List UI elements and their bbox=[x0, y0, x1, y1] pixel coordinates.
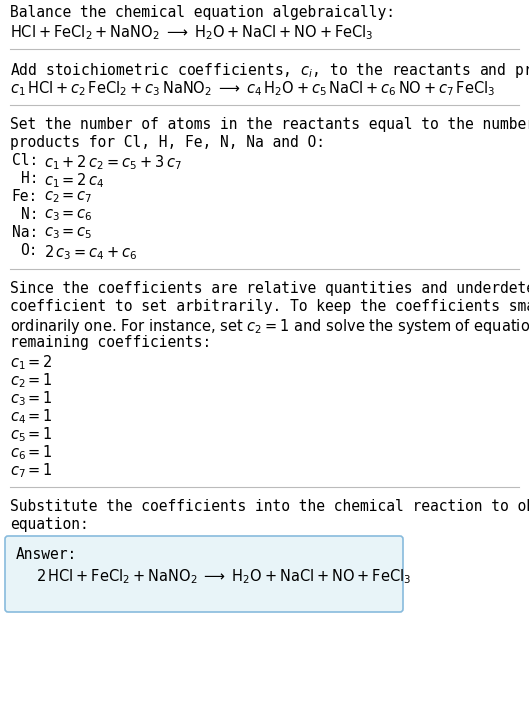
Text: coefficient to set arbitrarily. To keep the coefficients small, the arbitrary va: coefficient to set arbitrarily. To keep … bbox=[10, 299, 529, 314]
Text: Substitute the coefficients into the chemical reaction to obtain the balanced: Substitute the coefficients into the che… bbox=[10, 499, 529, 514]
Text: $\mathrm{HCl + FeCl_2 + NaNO_2 \;\longrightarrow\; H_2O + NaCl + NO + FeCl_3}$: $\mathrm{HCl + FeCl_2 + NaNO_2 \;\longri… bbox=[10, 23, 373, 41]
Text: $\mathrm{2\,HCl + FeCl_2 + NaNO_2 \;\longrightarrow\; H_2O + NaCl + NO + FeCl_3}: $\mathrm{2\,HCl + FeCl_2 + NaNO_2 \;\lon… bbox=[36, 567, 412, 586]
Text: $c_7 = 1$: $c_7 = 1$ bbox=[10, 461, 53, 480]
Text: N:: N: bbox=[21, 207, 38, 222]
Text: $c_1 = 2\,c_4$: $c_1 = 2\,c_4$ bbox=[44, 171, 105, 190]
Text: Fe:: Fe: bbox=[12, 189, 38, 204]
Text: Since the coefficients are relative quantities and underdetermined, choose a: Since the coefficients are relative quan… bbox=[10, 281, 529, 296]
Text: Cl:: Cl: bbox=[12, 153, 38, 168]
Text: $c_1 + 2\,c_2 = c_5 + 3\,c_7$: $c_1 + 2\,c_2 = c_5 + 3\,c_7$ bbox=[44, 153, 182, 172]
Text: $c_2 = c_7$: $c_2 = c_7$ bbox=[44, 189, 93, 205]
Text: $c_1 = 2$: $c_1 = 2$ bbox=[10, 353, 53, 371]
FancyBboxPatch shape bbox=[5, 536, 403, 612]
Text: Balance the chemical equation algebraically:: Balance the chemical equation algebraica… bbox=[10, 5, 395, 20]
Text: Answer:: Answer: bbox=[16, 547, 77, 562]
Text: $c_3 = 1$: $c_3 = 1$ bbox=[10, 389, 53, 408]
Text: products for Cl, H, Fe, N, Na and O:: products for Cl, H, Fe, N, Na and O: bbox=[10, 135, 325, 150]
Text: O:: O: bbox=[21, 243, 38, 258]
Text: $2\,c_3 = c_4 + c_6$: $2\,c_3 = c_4 + c_6$ bbox=[44, 243, 138, 262]
Text: remaining coefficients:: remaining coefficients: bbox=[10, 335, 211, 350]
Text: Add stoichiometric coefficients, $c_i$, to the reactants and products:: Add stoichiometric coefficients, $c_i$, … bbox=[10, 61, 529, 80]
Text: $c_6 = 1$: $c_6 = 1$ bbox=[10, 443, 53, 462]
Text: $c_4 = 1$: $c_4 = 1$ bbox=[10, 407, 53, 426]
Text: $c_3 = c_6$: $c_3 = c_6$ bbox=[44, 207, 93, 222]
Text: $c_2 = 1$: $c_2 = 1$ bbox=[10, 371, 53, 390]
Text: $c_1\,\mathrm{HCl} + c_2\,\mathrm{FeCl_2} + c_3\,\mathrm{NaNO_2} \;\longrightarr: $c_1\,\mathrm{HCl} + c_2\,\mathrm{FeCl_2… bbox=[10, 79, 495, 97]
Text: Set the number of atoms in the reactants equal to the number of atoms in the: Set the number of atoms in the reactants… bbox=[10, 117, 529, 132]
Text: equation:: equation: bbox=[10, 517, 89, 532]
Text: $c_3 = c_5$: $c_3 = c_5$ bbox=[44, 225, 93, 241]
Text: $c_5 = 1$: $c_5 = 1$ bbox=[10, 425, 53, 443]
Text: ordinarily one. For instance, set $c_2 = 1$ and solve the system of equations fo: ordinarily one. For instance, set $c_2 =… bbox=[10, 317, 529, 336]
Text: Na:: Na: bbox=[12, 225, 38, 240]
Text: H:: H: bbox=[21, 171, 38, 186]
